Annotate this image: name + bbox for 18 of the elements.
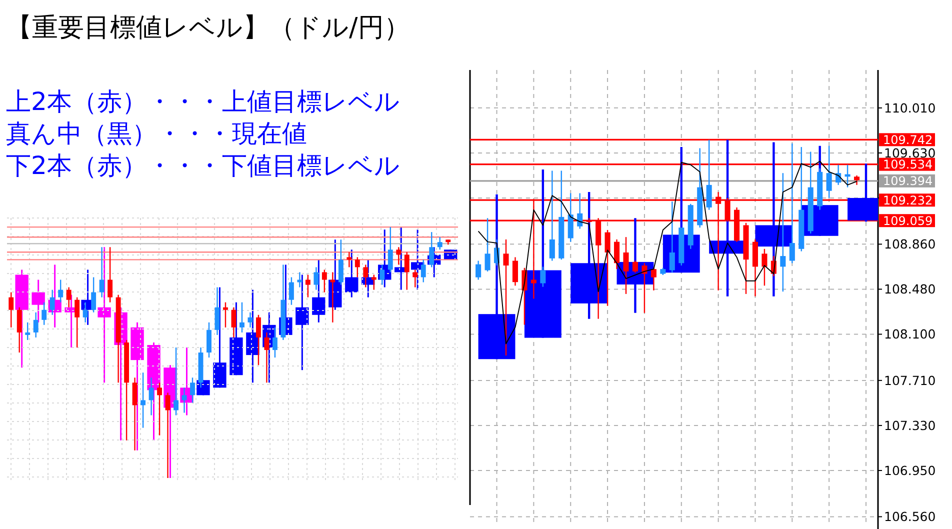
chart-title: 【重要目標値レベル】（ドル/円） (6, 13, 410, 43)
price-label: 109.742 (879, 132, 935, 147)
price-label: 109.059 (879, 214, 935, 228)
y-tick-label: 106.560 (884, 509, 936, 524)
y-tick-label: 110.010 (884, 100, 936, 116)
price-label: 109.232 (879, 193, 935, 208)
y-tick-label: 108.860 (884, 236, 936, 252)
price-label: 109.534 (879, 158, 935, 172)
text: 真ん中（黒）・・・現在値 (6, 119, 307, 148)
y-tick-label: 108.100 (884, 326, 936, 342)
y-tick-label: 108.480 (884, 282, 936, 297)
y-tick-label: 106.950 (884, 462, 936, 478)
text: 下2本（赤）・・・下値目標レベル (6, 151, 400, 180)
y-tick-label: 109.630 (884, 145, 936, 160)
price-label: 109.394 (879, 174, 935, 188)
y-tick-label: 107.710 (884, 372, 936, 388)
text: 上2本（赤）・・・上値目標レベル (6, 87, 400, 116)
y-tick-label: 107.330 (884, 418, 936, 433)
